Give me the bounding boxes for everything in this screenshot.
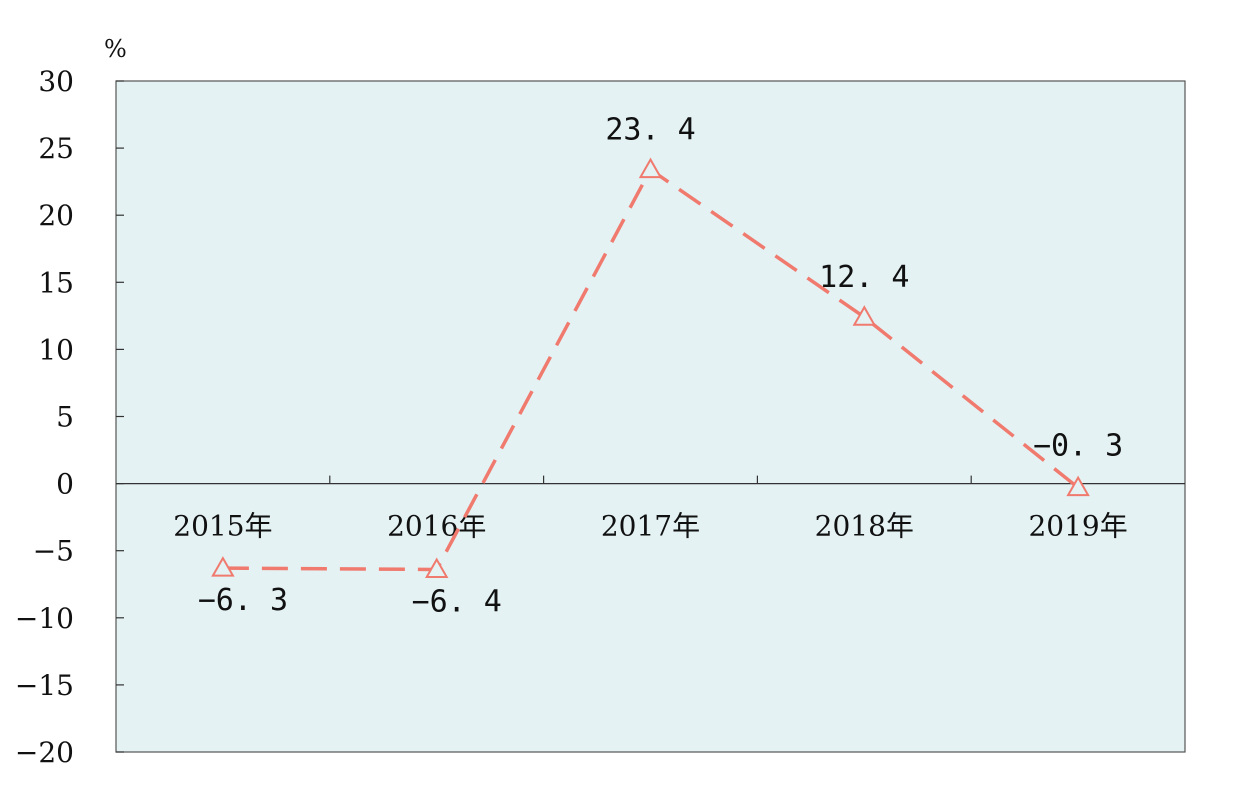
y-tick-label-1: 25 [38,132,74,165]
series-0-point-1 [424,557,449,578]
series-0-point-2 [638,157,663,179]
x-tick-label-1: 2016年 [387,510,486,543]
y-axis: 30 25 20 15 10 5 0 −5 −10 −15 −20 [15,65,124,769]
y-unit-label: % [104,35,127,63]
series-0-point-3 [852,305,877,326]
x-tick-label-2: 2017年 [601,510,700,543]
y-tick-label-6: 0 [56,468,74,501]
data-labels: −6. 3 −6. 4 23. 4 12. 4 −0. 3 [198,113,1124,620]
y-tick-label-0: 30 [38,65,74,98]
x-tick-label-0: 2015年 [173,510,272,543]
y-tick-label-10: −20 [15,736,74,769]
y-tick-label-5: 5 [56,401,74,434]
x-tick-label-3: 2018年 [815,510,914,543]
y-tick-label-3: 15 [38,266,74,299]
x-axis [116,475,1185,485]
series-0-point-0 [211,556,235,577]
series-markers [211,157,1090,578]
y-tick-label-8: −10 [15,602,74,635]
x-tick-label-4: 2019年 [1028,510,1127,543]
data-label-1: −6. 4 [412,584,502,619]
y-tick-label-7: −5 [33,535,74,568]
x-axis-labels: 2015年 2016年 2017年 2018年 2019年 [173,510,1127,543]
y-tick-label-4: 10 [38,333,74,366]
data-label-2: 23. 4 [605,113,695,148]
y-tick-label-9: −15 [15,669,74,702]
plot-area [115,80,1186,753]
y-tick-label-2: 20 [38,199,74,232]
data-label-3: 12. 4 [819,260,909,295]
series-0-point-4 [1066,475,1090,497]
data-label-4: −0. 3 [1033,429,1123,464]
data-label-0: −6. 3 [198,583,288,618]
